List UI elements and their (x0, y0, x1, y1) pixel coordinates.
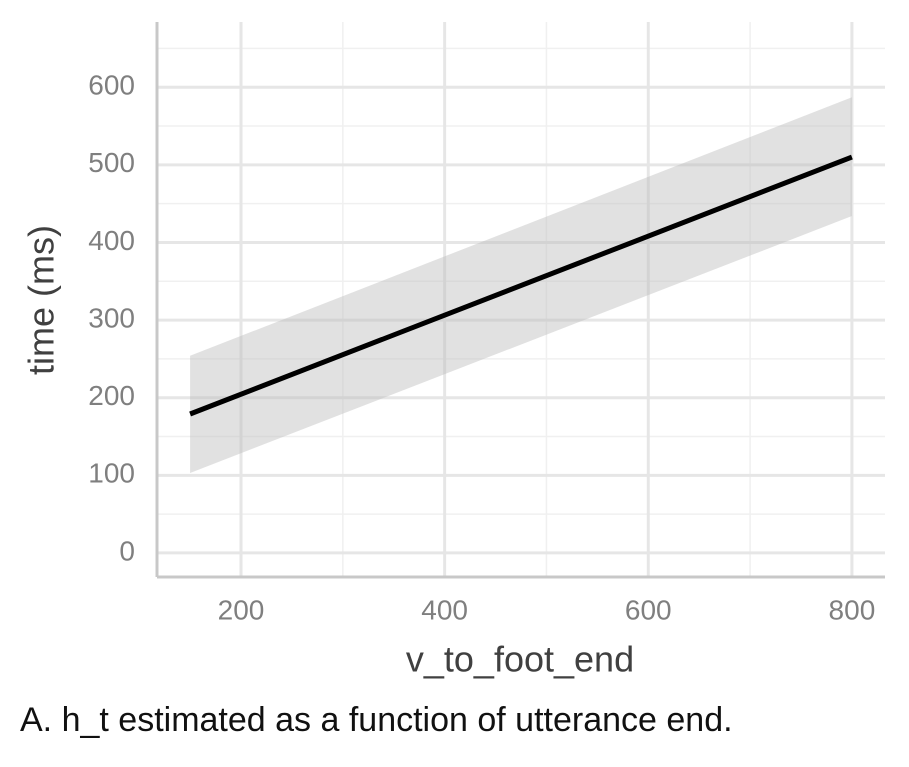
x-axis-title: v_to_foot_end (406, 639, 634, 680)
y-tick-label: 300 (88, 302, 135, 333)
caption: A. h_t estimated as a function of uttera… (20, 701, 733, 739)
x-tick-label: 400 (421, 594, 468, 625)
line (189, 154, 853, 417)
x-tick-label: 600 (625, 594, 672, 625)
y-tick-label: 400 (88, 225, 135, 256)
x-tick-label: 800 (829, 594, 876, 625)
y-tick-label: 0 (119, 535, 135, 566)
y-tick-label: 200 (88, 380, 135, 411)
y-tick-label: 600 (88, 70, 135, 101)
y-axis-title: time (ms) (21, 225, 62, 375)
x-tick-label: 200 (218, 594, 265, 625)
y-tick-label: 500 (88, 147, 135, 178)
y-tick-label: 100 (88, 458, 135, 489)
